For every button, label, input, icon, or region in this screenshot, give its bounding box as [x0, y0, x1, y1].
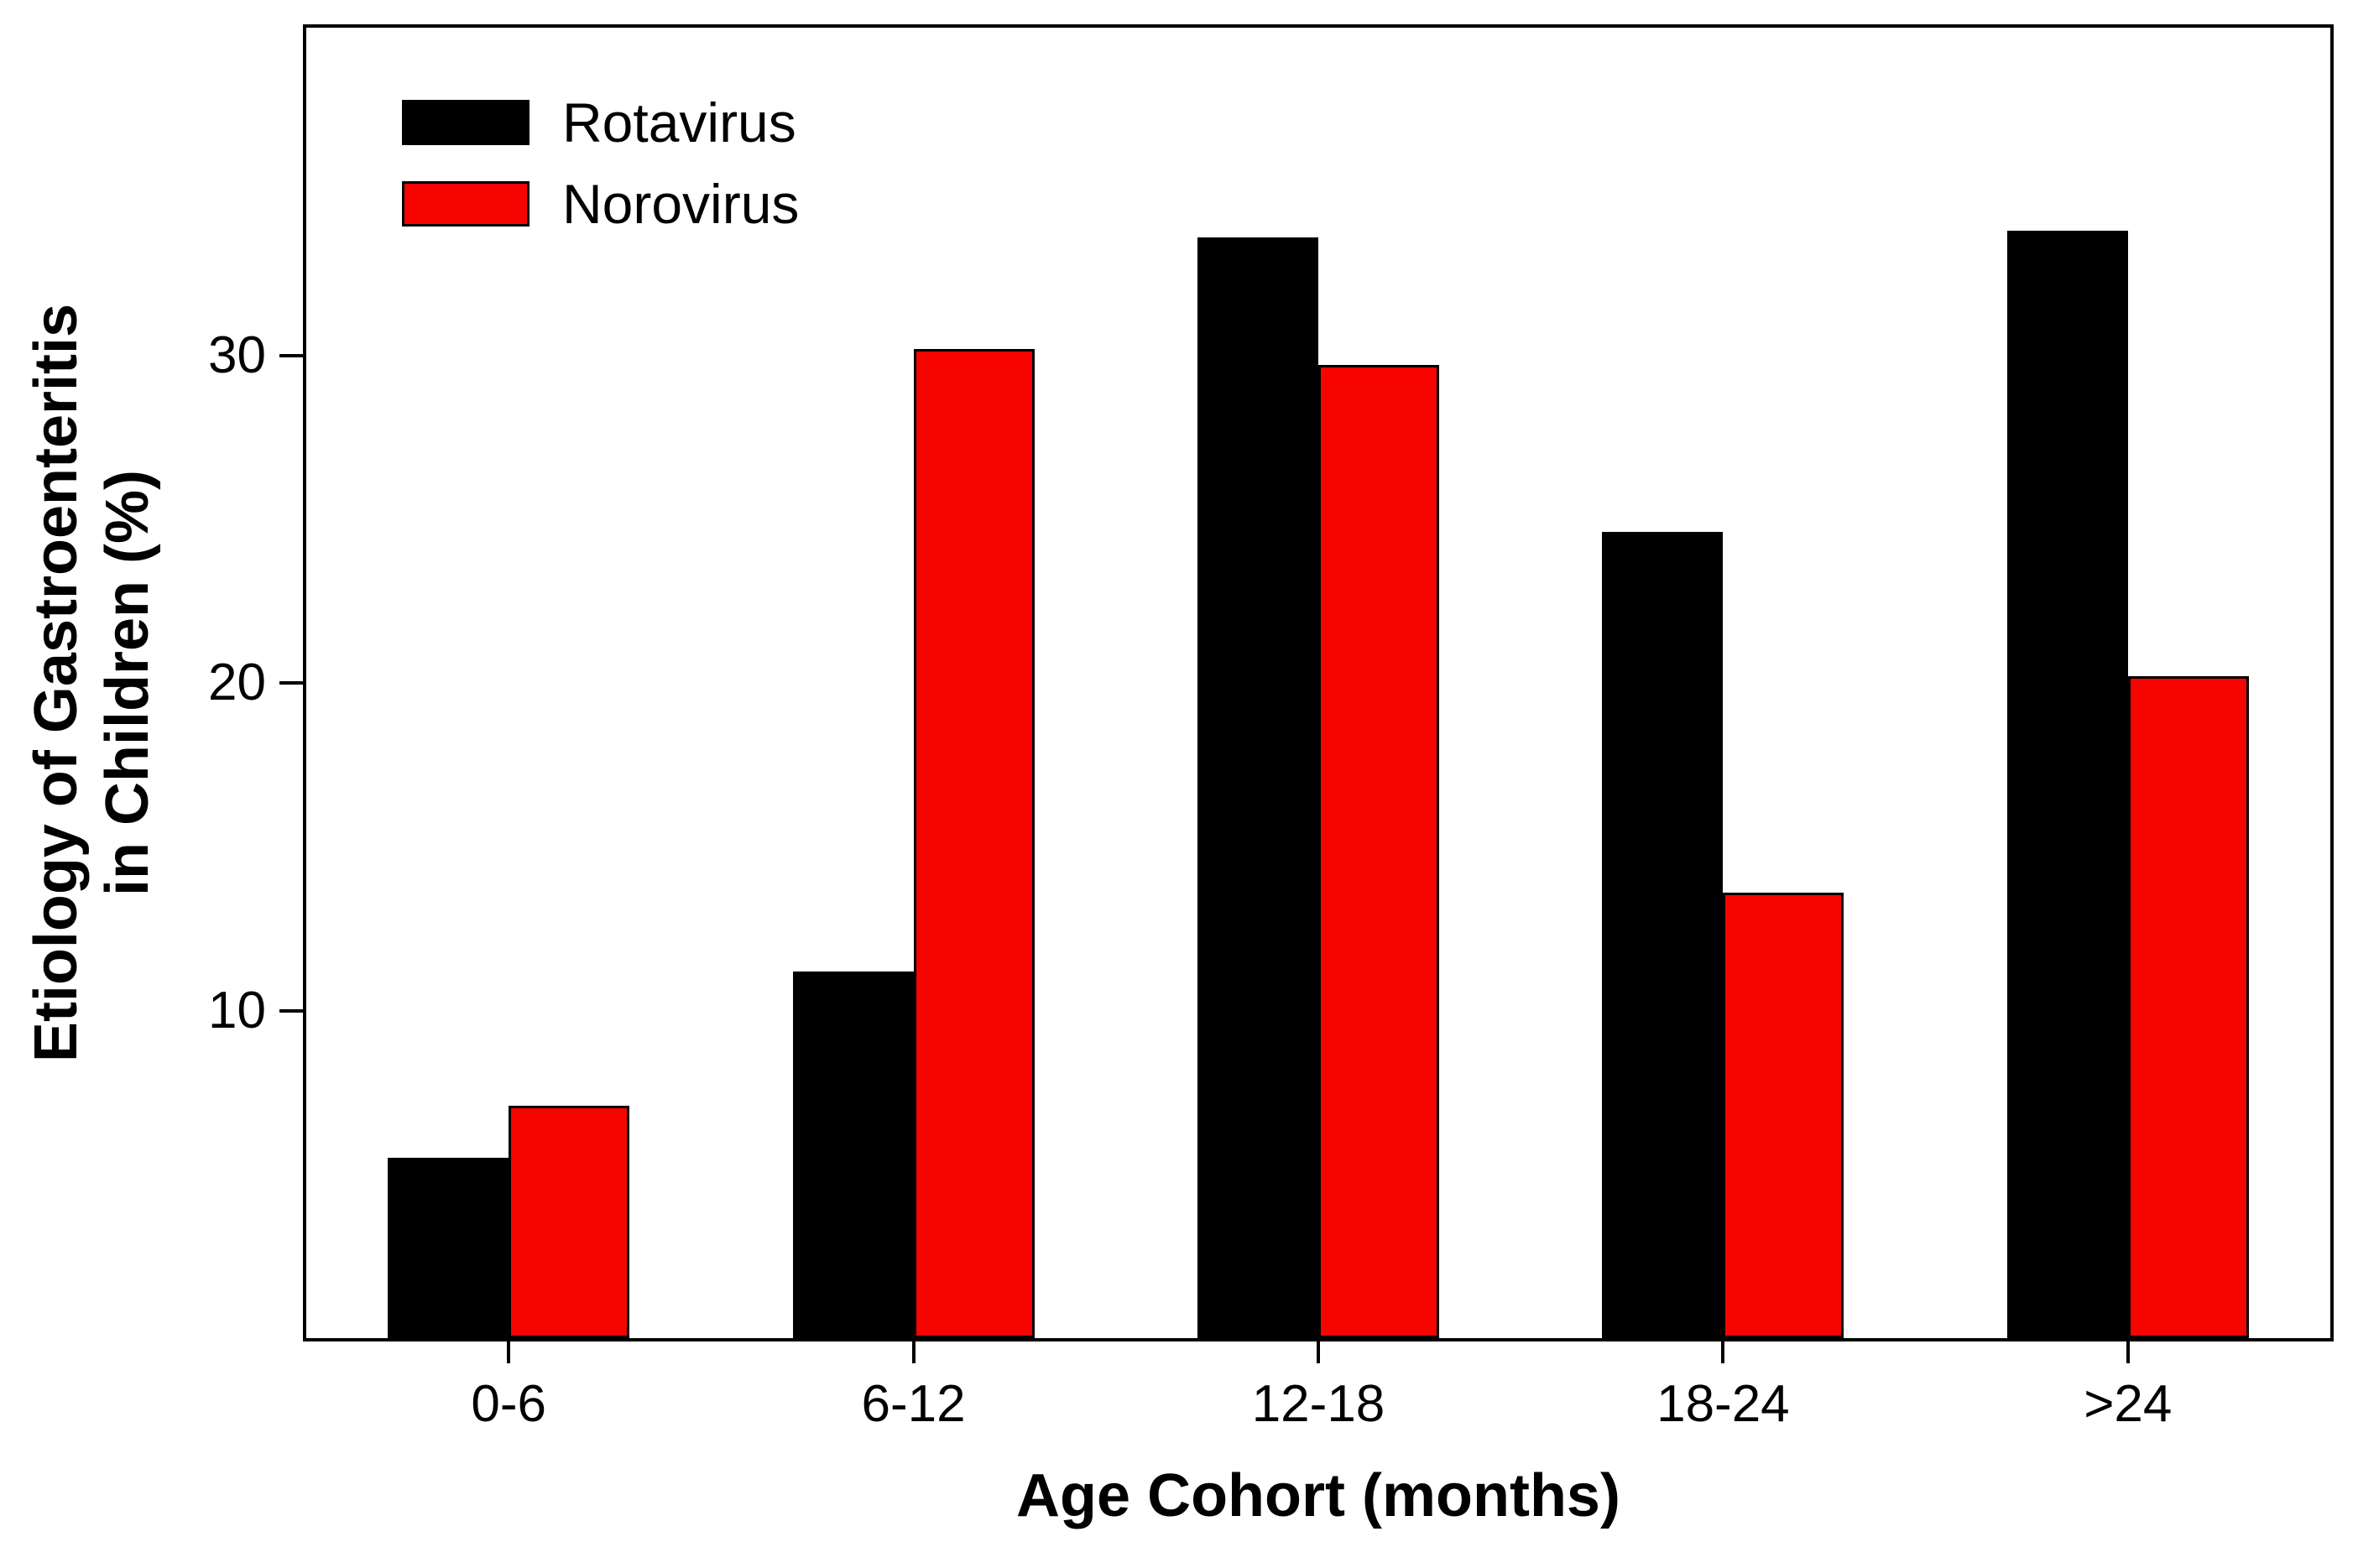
y-axis-title-line1: Etiology of Gastroenteritis	[23, 303, 90, 1063]
bar-rotavirus-0-6	[388, 1158, 509, 1338]
x-tick-label: >24	[2084, 1375, 2173, 1433]
bar-norovirus-6-12	[913, 348, 1035, 1338]
y-tick	[279, 353, 303, 357]
legend-swatch-rotavirus	[402, 100, 530, 145]
bar-norovirus-18-24	[1723, 892, 1844, 1338]
bar-rotavirus-6-12	[792, 971, 914, 1338]
x-tick	[1721, 1341, 1725, 1363]
x-tick	[507, 1341, 511, 1363]
y-tick-label: 10	[208, 981, 266, 1039]
bar-norovirus-0-6	[509, 1105, 630, 1338]
y-tick-label: 30	[208, 326, 266, 384]
legend: Rotavirus Norovirus	[402, 95, 799, 232]
bar-norovirus-12-18	[1318, 365, 1439, 1338]
x-tick-label: 0-6	[471, 1375, 546, 1433]
y-tick-label: 20	[208, 654, 266, 711]
bar-rotavirus-12-18	[1197, 237, 1318, 1338]
bar-rotavirus-18-24	[1602, 532, 1724, 1338]
x-axis-title: Age Cohort (months)	[1016, 1462, 1620, 1529]
legend-row-norovirus: Norovirus	[402, 176, 799, 232]
legend-label: Norovirus	[562, 173, 800, 235]
x-tick-label: 6-12	[861, 1375, 966, 1433]
x-tick	[911, 1341, 916, 1363]
bar-norovirus-gt24	[2127, 676, 2249, 1338]
legend-row-rotavirus: Rotavirus	[402, 95, 799, 150]
x-tick	[2126, 1341, 2130, 1363]
legend-swatch-norovirus	[402, 181, 530, 227]
y-tick	[279, 1008, 303, 1013]
x-tick-label: 18-24	[1656, 1375, 1790, 1433]
x-tick-label: 12-18	[1251, 1375, 1385, 1433]
bar-rotavirus-gt24	[2006, 231, 2128, 1338]
x-tick	[1317, 1341, 1320, 1363]
plot-area: 10 20 30 0-6 6-12 12-18 18-24 >24 Rotavirus Nor…	[208, 24, 2334, 1430]
legend-label: Rotavirus	[562, 91, 796, 154]
y-tick	[279, 681, 303, 685]
